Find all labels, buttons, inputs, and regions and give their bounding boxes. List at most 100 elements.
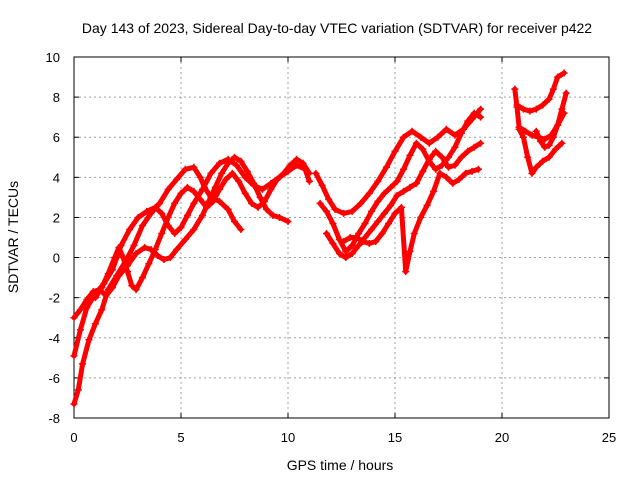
data-point: [346, 234, 354, 241]
data-point: [98, 284, 106, 292]
data-point: [190, 199, 198, 207]
data-point: [402, 268, 410, 276]
data-point: [357, 199, 365, 207]
data-point: [554, 121, 562, 129]
data-point: [196, 195, 204, 203]
series-arc-b: [70, 155, 313, 360]
data-point: [207, 169, 215, 177]
series-arc-j: [513, 69, 568, 115]
series-arc-a: [70, 163, 245, 408]
data-point: [552, 145, 559, 153]
chart-title: Day 143 of 2023, Sidereal Day-to-day VTE…: [82, 20, 592, 36]
data-point: [79, 360, 87, 368]
data-point: [400, 165, 408, 173]
data-point: [367, 225, 375, 233]
data-point: [235, 177, 243, 185]
data-point: [237, 225, 245, 233]
data-point: [177, 189, 185, 197]
data-point: [130, 242, 138, 250]
data-point: [515, 125, 523, 133]
data-point: [513, 101, 521, 109]
data-point: [558, 139, 566, 147]
data-point: [417, 213, 425, 221]
data-point: [378, 229, 386, 237]
data-point: [406, 248, 414, 256]
data-point: [400, 133, 408, 141]
data-point: [70, 400, 78, 408]
series-line: [71, 154, 291, 321]
y-tick-label: 2: [53, 210, 60, 225]
data-point: [541, 135, 549, 143]
data-point: [156, 199, 164, 207]
data-point: [352, 234, 360, 241]
data-point: [216, 159, 224, 167]
data-point: [511, 85, 519, 93]
data-point: [355, 229, 363, 237]
data-point: [442, 125, 450, 133]
data-point: [393, 191, 401, 199]
data-point: [340, 209, 348, 217]
data-point: [241, 189, 249, 197]
data-point: [166, 254, 174, 262]
data-point: [348, 250, 356, 258]
data-point: [331, 205, 339, 213]
data-point: [181, 165, 189, 173]
data-point: [211, 183, 219, 191]
data-point: [128, 282, 136, 290]
data-point: [442, 173, 450, 181]
data-point: [445, 153, 452, 161]
data-point: [256, 193, 264, 201]
data-point: [372, 238, 380, 246]
y-tick-label: -6: [48, 371, 60, 386]
data-point: [196, 173, 204, 181]
data-point: [410, 229, 418, 237]
data-point: [284, 217, 292, 225]
data-point: [380, 209, 388, 217]
data-point: [549, 133, 557, 141]
data-point: [267, 185, 275, 193]
data-point: [519, 133, 527, 141]
data-point: [391, 147, 399, 155]
data-point: [425, 155, 433, 163]
data-point: [419, 145, 427, 153]
series-layer: [70, 69, 570, 408]
x-tick-label: 0: [70, 430, 77, 445]
data-point: [305, 177, 313, 185]
data-point: [412, 139, 420, 147]
data-point: [554, 73, 562, 81]
data-point: [382, 163, 390, 171]
data-point: [385, 219, 393, 227]
series-arc-c: [70, 153, 292, 322]
series-arc-l: [532, 89, 570, 151]
data-point: [119, 254, 127, 262]
data-point: [359, 238, 367, 246]
data-point: [91, 294, 99, 302]
data-point: [151, 203, 159, 211]
data-point: [412, 179, 420, 187]
data-point: [203, 203, 211, 211]
data-point: [115, 272, 123, 280]
data-point: [374, 217, 382, 225]
x-tick-label: 15: [388, 430, 402, 445]
data-point: [85, 336, 93, 344]
y-tick-label: 4: [53, 170, 60, 185]
data-point: [177, 223, 185, 231]
data-point: [164, 185, 172, 193]
data-point: [526, 107, 534, 115]
data-point: [335, 250, 343, 258]
y-tick-label: -4: [48, 331, 60, 346]
data-point: [545, 141, 553, 149]
data-point: [171, 229, 179, 237]
data-point: [374, 197, 382, 205]
data-point: [76, 326, 84, 334]
data-point: [263, 205, 271, 213]
data-point: [269, 211, 277, 219]
y-tick-label: 8: [53, 90, 60, 105]
y-tick-label: 6: [53, 130, 60, 145]
data-point: [134, 213, 142, 221]
data-point: [83, 296, 91, 304]
data-point: [124, 268, 131, 276]
data-point: [391, 209, 399, 217]
data-point: [98, 306, 106, 314]
data-point: [273, 175, 281, 183]
